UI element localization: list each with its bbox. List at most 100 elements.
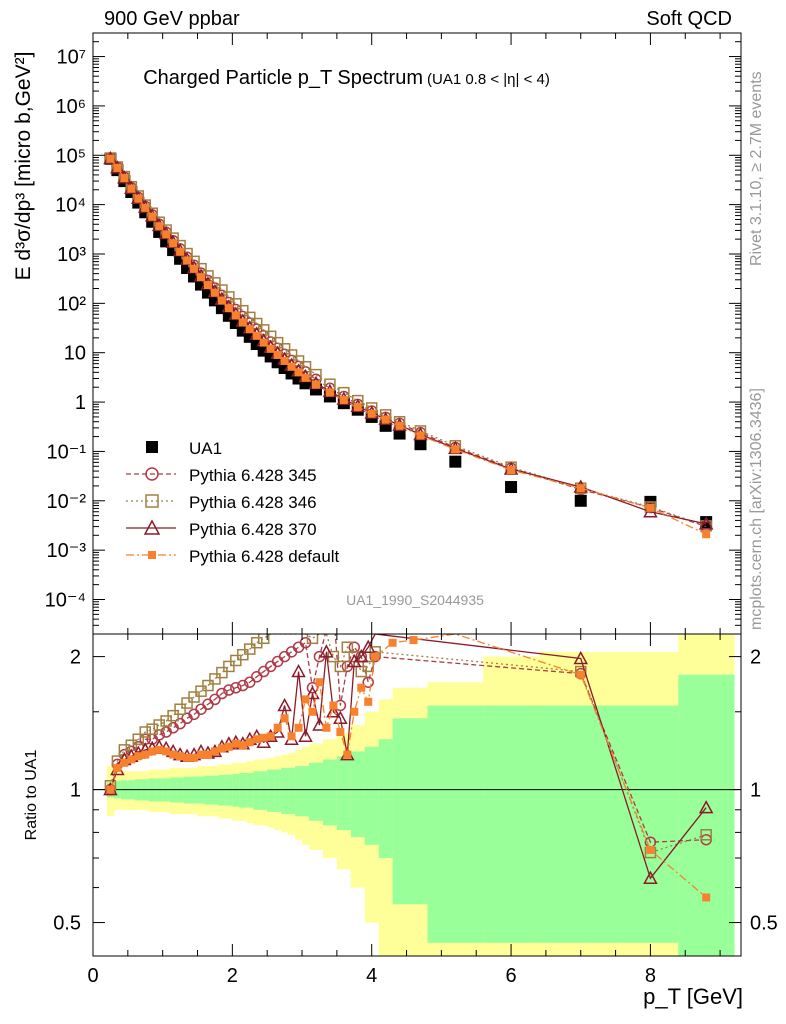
data-point-marker — [210, 747, 219, 756]
inner-band-bin — [622, 705, 679, 943]
data-point-marker — [203, 750, 212, 759]
data-point-marker — [414, 438, 427, 451]
inner-band-bin — [211, 775, 219, 805]
data-point-marker — [202, 679, 214, 692]
ratio-y-tick-right-label: 0.5 — [750, 913, 778, 935]
inner-band-bin — [483, 705, 540, 943]
x-tick-label: 6 — [506, 965, 517, 987]
data-point-marker — [245, 738, 254, 747]
data-point-marker — [120, 174, 129, 183]
data-point-marker — [341, 641, 354, 653]
legend-label: Pythia 6.428 345 — [189, 466, 317, 485]
data-point-marker — [273, 723, 282, 732]
data-point-marker — [203, 281, 212, 290]
data-point-marker — [120, 758, 129, 767]
data-point-marker — [216, 687, 228, 700]
ratio-y-axis-label: Ratio to UA1 — [23, 750, 40, 841]
ratio-y-tick-right-label: 2 — [750, 647, 761, 669]
ratio-series-3 — [106, 634, 711, 902]
data-point-marker — [505, 481, 518, 494]
ratio-series-line — [109, 634, 707, 854]
data-point-marker — [367, 409, 376, 418]
data-point-marker — [353, 403, 362, 412]
data-point-marker — [416, 431, 425, 440]
data-point-marker — [266, 344, 275, 353]
data-point-marker — [451, 445, 460, 454]
data-point-marker — [143, 519, 161, 535]
data-point-marker — [294, 368, 303, 377]
data-point-marker — [148, 747, 157, 756]
data-point-marker — [148, 551, 156, 559]
axis-labels: 10⁻⁴ 10⁻³ 10⁻² 10⁻¹ 1 10 10² 10³ 10⁴ 10⁵ 10⁶ 10⁷ 0 2 4… — [12, 47, 778, 1009]
x-axis-label: p_T [GeV] — [643, 984, 743, 1009]
data-point-marker — [348, 641, 361, 653]
inner-band-bin — [295, 766, 303, 817]
data-point-marker — [326, 704, 341, 718]
data-point-marker — [162, 747, 171, 756]
data-point-marker — [174, 252, 187, 265]
axes-frames — [92, 32, 742, 957]
y-tick-label: 10⁴ — [55, 195, 86, 217]
data-point-marker — [339, 396, 348, 405]
data-point-marker — [245, 325, 254, 334]
data-point-marker — [350, 707, 359, 716]
y-tick-label: 10 — [64, 343, 86, 365]
data-point-marker — [169, 239, 178, 248]
inner-band-bin — [350, 751, 366, 838]
inner-band-bin — [336, 756, 352, 830]
data-point-marker — [244, 676, 256, 688]
legend-entry-0: UA1 — [146, 439, 222, 458]
data-point-marker — [190, 264, 199, 273]
data-point-marker — [224, 304, 233, 313]
x-tick-label: 8 — [645, 965, 656, 987]
axis-ticks — [92, 32, 741, 956]
data-point-marker — [311, 380, 320, 389]
data-point-marker — [308, 707, 317, 716]
data-point-marker — [371, 652, 380, 661]
data-point-marker — [294, 723, 303, 732]
data-point-marker — [127, 755, 136, 764]
data-point-marker — [388, 638, 397, 647]
uncertainty-bands — [106, 634, 735, 956]
ratio-y-tick-label: 2 — [70, 647, 81, 669]
data-point-marker — [329, 701, 338, 710]
data-point-marker — [360, 639, 376, 653]
legend-entry-2: Pythia 6.428 346 — [126, 493, 317, 512]
data-point-marker — [364, 697, 373, 706]
data-point-marker — [336, 727, 345, 736]
data-point-marker — [231, 739, 240, 748]
data-point-marker — [167, 709, 179, 722]
data-point-marker — [334, 660, 347, 673]
inner-band-bin — [538, 705, 624, 943]
data-point-marker — [449, 455, 462, 468]
data-point-marker — [106, 785, 115, 794]
data-point-marker — [216, 666, 228, 679]
inner-band-bin — [302, 766, 310, 817]
y-tick-label: 10⁻² — [47, 491, 87, 513]
inner-band-bin — [232, 773, 240, 807]
ratio-plot-series — [103, 634, 714, 902]
data-point-marker — [353, 649, 369, 663]
data-point-marker — [259, 338, 268, 347]
ratio-y-tick-right-label: 1 — [750, 780, 761, 802]
x-tick-label: 0 — [87, 965, 98, 987]
data-point-marker — [702, 530, 711, 539]
data-point-marker — [230, 682, 242, 694]
data-point-marker — [252, 735, 261, 744]
data-point-marker — [325, 388, 334, 397]
inner-band-bin — [246, 773, 254, 808]
data-point-marker — [169, 750, 178, 759]
data-point-marker — [132, 733, 145, 745]
legend-label: UA1 — [189, 439, 222, 458]
inner-band-bin — [260, 771, 268, 810]
data-point-marker — [322, 723, 331, 732]
data-point-marker — [244, 643, 256, 655]
inner-band-bin — [281, 767, 289, 815]
data-point-marker — [277, 697, 292, 712]
y-tick-label: 10⁶ — [56, 96, 86, 118]
series-line — [109, 157, 707, 527]
x-tick-label: 4 — [366, 965, 377, 987]
data-point-marker — [257, 634, 270, 645]
data-point-marker — [155, 222, 164, 231]
data-point-marker — [646, 845, 655, 854]
